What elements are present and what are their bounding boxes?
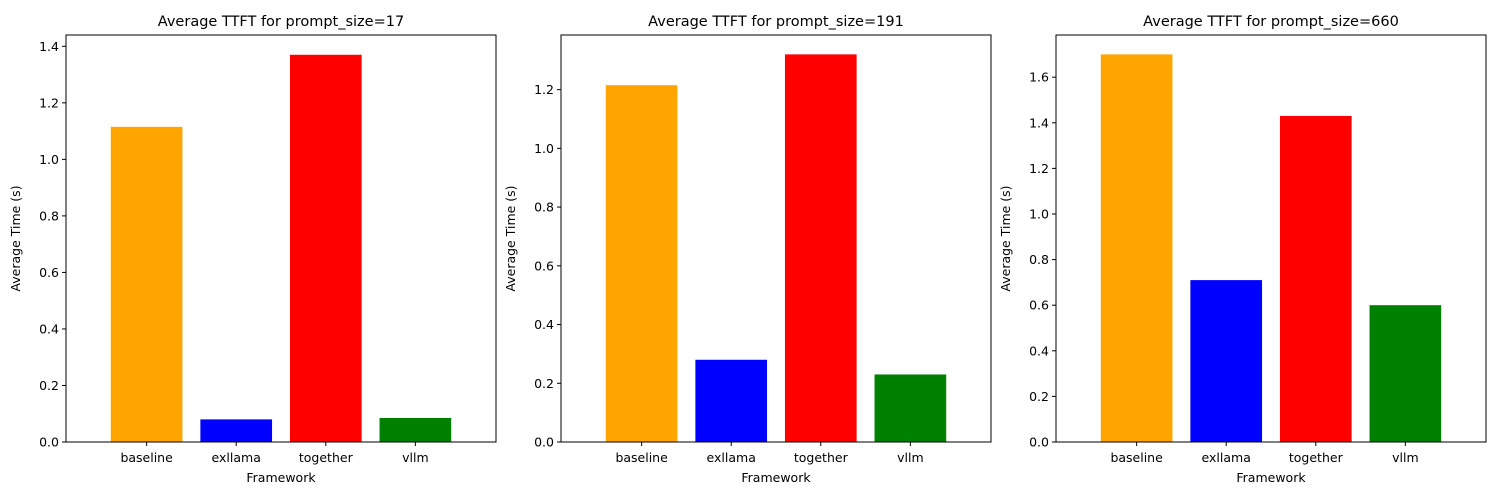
x-tick-label-vllm: vllm xyxy=(1392,450,1419,465)
x-tick-label-baseline: baseline xyxy=(615,450,668,465)
chart-panel-2: 0.0 0.2 0.4 0.6 0.8 1.0 1.2 1.4 1.6 baseline exlla… xyxy=(998,14,1487,485)
y-tick-label: 1.0 xyxy=(534,141,554,156)
y-tick-label: 0.8 xyxy=(534,200,554,215)
y-tick-label: 0.2 xyxy=(1029,389,1049,404)
y-tick-label: 1.2 xyxy=(39,95,59,110)
axes-frame xyxy=(65,34,497,443)
x-axis-label: Framework xyxy=(741,470,811,485)
y-tick-label: 0.6 xyxy=(534,258,554,273)
bar-baseline xyxy=(110,126,183,442)
x-tick-label-exllama: exllama xyxy=(212,450,261,465)
y-tick-label: 0.0 xyxy=(39,435,59,450)
y-tick-label: 1.4 xyxy=(39,39,59,54)
y-tick-label: 0.6 xyxy=(39,265,59,280)
axes-frame xyxy=(560,34,992,443)
chart-panel-0: 0.0 0.2 0.4 0.6 0.8 1.0 1.2 1.4 baseline exllama t… xyxy=(8,14,497,485)
x-tick-label-baseline: baseline xyxy=(120,450,173,465)
x-tick-label-together: together xyxy=(299,450,354,465)
y-tick-label: 1.6 xyxy=(1029,70,1049,85)
y-tick-label: 0.2 xyxy=(39,378,59,393)
y-axis-label: Average Time (s) xyxy=(503,185,518,291)
x-tick-label-baseline: baseline xyxy=(1110,450,1163,465)
y-tick-label: 1.4 xyxy=(1029,115,1049,130)
bar-together xyxy=(784,54,857,442)
x-tick-label-together: together xyxy=(1289,450,1344,465)
bar-vllm xyxy=(874,374,947,442)
chart-title: Average TTFT for prompt_size=660 xyxy=(1143,14,1399,30)
y-tick-label: 0.4 xyxy=(534,317,554,332)
x-tick-label-together: together xyxy=(794,450,849,465)
chart-title: Average TTFT for prompt_size=191 xyxy=(648,14,904,30)
y-tick-label: 0.0 xyxy=(534,435,554,450)
y-tick-label: 0.8 xyxy=(1029,252,1049,267)
x-axis-label: Framework xyxy=(246,470,316,485)
y-axis-label: Average Time (s) xyxy=(8,185,23,291)
x-tick-label-exllama: exllama xyxy=(1202,450,1251,465)
bar-baseline xyxy=(605,85,678,442)
chart-title: Average TTFT for prompt_size=17 xyxy=(158,14,404,30)
y-tick-label: 0.2 xyxy=(534,376,554,391)
bar-together xyxy=(289,54,362,442)
bar-together xyxy=(1279,115,1352,443)
y-tick-label: 1.2 xyxy=(534,82,554,97)
y-tick-label: 0.6 xyxy=(1029,298,1049,313)
chart-panel-1: 0.0 0.2 0.4 0.6 0.8 1.0 1.2 baseline exllama toge… xyxy=(503,14,992,485)
y-tick-label: 0.4 xyxy=(39,321,59,336)
bar-exllama xyxy=(200,419,273,442)
x-axis-label: Framework xyxy=(1236,470,1306,485)
bar-exllama xyxy=(1190,280,1263,442)
bar-exllama xyxy=(695,359,768,442)
x-tick-label-vllm: vllm xyxy=(897,450,924,465)
x-tick-label-vllm: vllm xyxy=(402,450,429,465)
axes-frame xyxy=(1055,34,1487,443)
y-tick-label: 1.0 xyxy=(1029,206,1049,221)
y-tick-label: 0.8 xyxy=(39,208,59,223)
y-tick-label: 1.2 xyxy=(1029,161,1049,176)
bar-vllm xyxy=(1369,305,1442,442)
bar-vllm xyxy=(379,417,452,442)
y-tick-label: 0.4 xyxy=(1029,343,1049,358)
bar-baseline xyxy=(1100,54,1173,442)
x-tick-label-exllama: exllama xyxy=(707,450,756,465)
y-tick-label: 1.0 xyxy=(39,152,59,167)
y-tick-label: 0.0 xyxy=(1029,435,1049,450)
y-axis-label: Average Time (s) xyxy=(998,185,1013,291)
